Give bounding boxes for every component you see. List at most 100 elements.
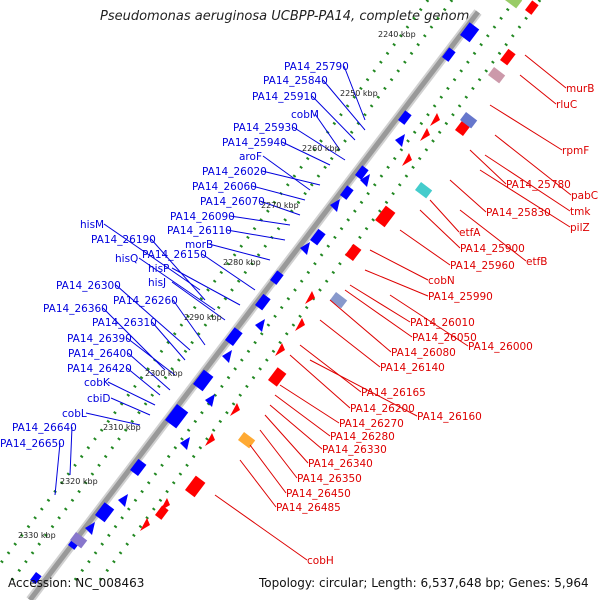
gene-label-right[interactable]: rpmF [562,145,589,157]
gene-label-right[interactable]: PA14_26080 [391,347,456,359]
reverse-gene-block[interactable] [225,327,243,347]
reverse-gene-block[interactable] [193,369,214,392]
gene-label-left[interactable]: PA14_26310 [92,317,157,329]
reverse-gene-block[interactable] [310,228,326,246]
forward-gene-arrow[interactable] [402,153,412,166]
reverse-gene-arrow[interactable] [222,350,232,363]
gene-label-right[interactable]: PA14_26050 [412,332,477,344]
gene-label-right[interactable]: PA14_25990 [428,291,493,303]
gene-label-right[interactable]: cobN [428,275,455,287]
reverse-gene-arrow[interactable] [300,242,310,255]
gene-label-right[interactable]: PA14_25960 [450,260,515,272]
gene-label-right[interactable]: PA14_26140 [380,362,445,374]
gene-label-right[interactable]: PA14_26010 [410,317,475,329]
gene-label-left[interactable]: PA14_25940 [222,137,287,149]
gene-label-right[interactable]: PA14_26350 [297,473,362,485]
gene-label-left[interactable]: cbiD [87,393,110,405]
gene-label-left[interactable]: PA14_25910 [252,91,317,103]
gene-label-left[interactable]: PA14_26360 [43,303,108,315]
reverse-gene-block[interactable] [398,110,412,125]
forward-gene-arrow[interactable] [160,498,170,511]
gene-label-left[interactable]: PA14_26190 [91,234,156,246]
gene-label-right[interactable]: PA14_26340 [308,458,373,470]
reverse-gene-block[interactable] [165,404,189,429]
gene-label-left[interactable]: PA14_26020 [202,166,267,178]
reverse-gene-block[interactable] [255,293,271,311]
forward-gene-arrow[interactable] [140,518,150,531]
gene-label-left[interactable]: PA14_26390 [67,333,132,345]
gene-label-right[interactable]: PA14_26280 [330,431,395,443]
gene-label-left[interactable]: PA14_26060 [192,181,257,193]
forward-gene-block[interactable] [345,243,362,262]
forward-gene-arrow[interactable] [420,128,430,141]
reverse-gene-arrow[interactable] [360,174,370,187]
gene-label-left[interactable]: PA14_26260 [113,295,178,307]
forward-gene-arrow[interactable] [230,403,240,416]
forward-gene-block[interactable] [184,475,206,498]
gene-label-right[interactable]: PA14_26165 [361,387,426,399]
gene-label-left[interactable]: PA14_25790 [284,61,349,73]
gene-label-right[interactable]: etfA [459,227,481,239]
gene-label-right[interactable]: PA14_26160 [417,411,482,423]
reverse-gene-arrow[interactable] [395,134,405,147]
forward-gene-arrow[interactable] [305,291,315,304]
reverse-gene-block[interactable] [442,47,456,62]
gene-label-left[interactable]: PA14_26110 [167,225,232,237]
gene-label-right[interactable]: tmk [570,206,591,218]
gene-label-left[interactable]: PA14_25930 [233,122,298,134]
gene-label-right[interactable]: etfB [526,256,547,268]
gene-label-left[interactable]: morB [185,239,213,251]
gene-label-left[interactable]: PA14_26300 [56,280,121,292]
forward-gene-arrow[interactable] [295,318,305,331]
gene-label-right[interactable]: pilZ [570,222,590,234]
gene-label-left[interactable]: PA14_25840 [263,75,328,87]
gene-label-left[interactable]: PA14_26070 [200,196,265,208]
reverse-gene-arrow[interactable] [330,199,340,212]
gene-label-left[interactable]: hisM [80,219,104,231]
reverse-gene-block[interactable] [95,502,115,523]
gene-label-right[interactable]: PA14_25780 [506,179,571,191]
forward-gene-block[interactable] [268,367,287,387]
reverse-gene-arrow[interactable] [205,394,215,407]
gene-label-left[interactable]: hisQ [115,253,138,265]
gene-label-right[interactable]: cobH [307,555,334,567]
gene-label-left[interactable]: aroF [239,151,262,163]
gene-label-right[interactable]: PA14_25830 [486,207,551,219]
gene-label-left[interactable]: PA14_26400 [68,348,133,360]
gene-label-left[interactable]: hisP [148,263,169,275]
gene-label-right[interactable]: pabC [571,190,598,202]
gene-label-left[interactable]: cobK [84,377,111,389]
forward-gene-arrow[interactable] [205,433,215,446]
forward-gene-block[interactable] [154,505,169,520]
gene-label-left[interactable]: PA14_26640 [12,422,77,434]
gene-label-right[interactable]: PA14_26270 [339,418,404,430]
reverse-gene-arrow[interactable] [85,522,95,535]
reverse-gene-arrow[interactable] [180,437,190,450]
gene-label-right[interactable]: PA14_26000 [468,341,533,353]
reverse-gene-arrow[interactable] [118,494,128,507]
gene-label-left[interactable]: hisJ [148,277,166,289]
reverse-gene-block[interactable] [340,185,354,200]
gene-label-right[interactable]: PA14_26485 [276,502,341,514]
gene-label-right[interactable]: PA14_26450 [286,488,351,500]
gene-label-left[interactable]: PA14_26090 [170,211,235,223]
gene-label-right[interactable]: murB [566,83,594,95]
reverse-gene-block[interactable] [130,458,147,477]
forward-gene-arrow[interactable] [430,113,440,126]
reverse-gene-block[interactable] [460,22,480,43]
reverse-gene-block[interactable] [270,270,284,285]
gene-label-right[interactable]: PA14_25900 [460,243,525,255]
gene-label-left[interactable]: PA14_26650 [0,438,65,450]
reverse-gene-block[interactable] [355,165,369,180]
gene-label-left[interactable]: PA14_26150 [142,249,207,261]
gene-label-left[interactable]: PA14_26420 [67,363,132,375]
gene-label-right[interactable]: PA14_26330 [322,444,387,456]
gene-label-right[interactable]: rluC [556,99,577,111]
gene-label-left[interactable]: cobL [62,408,87,420]
forward-gene-block[interactable] [500,48,516,66]
reverse-gene-block[interactable] [29,572,42,585]
gene-label-right[interactable]: PA14_26200 [350,403,415,415]
gene-label-left[interactable]: cobM [291,109,319,121]
forward-gene-block[interactable] [375,205,396,228]
